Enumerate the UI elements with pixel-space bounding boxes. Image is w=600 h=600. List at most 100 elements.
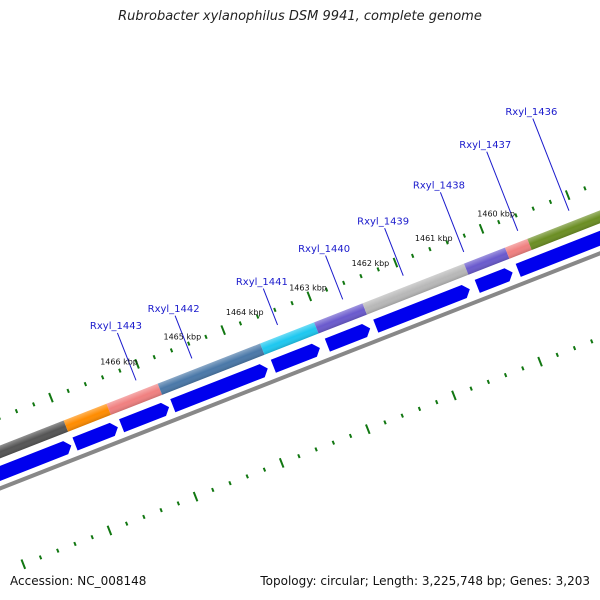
lower-tick <box>331 440 336 445</box>
lower-tick <box>503 372 508 378</box>
lower-tick <box>262 467 267 472</box>
segment-purple-2-shade <box>464 247 510 275</box>
lower-tick <box>159 507 163 513</box>
segment-pink-shade <box>106 383 163 415</box>
gene-leader-line <box>384 227 404 276</box>
gene-leader-line <box>532 118 570 211</box>
position-tick <box>392 257 399 268</box>
lower-tick <box>469 386 473 391</box>
gene-label: Rxyl_1437 <box>459 140 511 151</box>
gene-label: Rxyl_1436 <box>505 107 557 118</box>
cds-arrow <box>270 343 320 373</box>
lower-tick <box>106 525 113 536</box>
position-tick <box>83 381 88 387</box>
position-tick <box>462 233 466 238</box>
position-tick <box>290 300 294 306</box>
kbp-label: 1462 kbp <box>352 259 390 268</box>
position-tick <box>583 186 587 191</box>
position-tick <box>169 348 174 353</box>
lower-tick <box>400 413 404 418</box>
lower-tick <box>228 480 232 486</box>
kbp-label: 1464 kbp <box>226 308 264 317</box>
lower-tick <box>521 366 525 371</box>
lower-tick <box>365 424 371 435</box>
cds-arrow <box>119 402 170 433</box>
lower-tick <box>314 447 318 452</box>
position-tick <box>410 253 415 259</box>
position-tick <box>478 223 485 234</box>
kbp-label: 1466 kbp <box>100 357 138 366</box>
lower-tick <box>245 474 249 479</box>
cds-arrow <box>474 268 513 293</box>
lower-tick <box>590 339 594 344</box>
kbp-label: 1460 kbp <box>477 210 515 219</box>
lower-tick <box>20 559 27 570</box>
accession-text: Accession: NC_008148 <box>10 574 147 588</box>
gene-label: Rxyl_1441 <box>236 277 288 288</box>
segment-dark-gray-shade <box>0 420 69 460</box>
position-tick <box>220 325 226 336</box>
lower-tick <box>417 406 422 412</box>
gene-label: Rxyl_1442 <box>148 304 200 315</box>
position-tick <box>255 314 260 319</box>
lower-tick <box>211 487 215 493</box>
cds-arrow <box>72 422 118 451</box>
lower-tick <box>124 521 129 526</box>
gene-leader-line <box>325 255 344 300</box>
gene-leader-line <box>486 151 519 231</box>
lower-tick <box>486 379 491 385</box>
lower-tick <box>383 420 387 425</box>
lower-tick <box>142 514 146 520</box>
lower-tick <box>348 433 353 439</box>
position-tick <box>134 358 140 369</box>
lower-tick <box>278 457 285 468</box>
cds-arrow <box>515 201 600 277</box>
position-tick <box>187 341 191 346</box>
position-tick <box>445 240 449 245</box>
position-tick <box>564 190 571 201</box>
lower-tick <box>572 345 577 351</box>
gene-leader-line <box>439 192 465 253</box>
gene-label: Rxyl_1440 <box>298 244 350 255</box>
position-tick <box>548 199 553 205</box>
gene-label: Rxyl_1438 <box>413 181 465 192</box>
lower-tick <box>90 534 94 540</box>
lower-tick <box>192 491 199 502</box>
segment-orange-shade <box>63 403 111 432</box>
position-tick <box>514 213 518 218</box>
gene-leader-line <box>174 315 193 359</box>
position-tick <box>306 291 313 302</box>
lower-tick <box>176 501 180 506</box>
gene-label: Rxyl_1443 <box>90 321 142 332</box>
position-tick <box>32 402 36 407</box>
genome-backbone <box>0 220 600 495</box>
position-tick <box>376 267 380 272</box>
gene-leader-line <box>262 288 279 326</box>
position-tick <box>118 368 122 373</box>
lower-tick <box>56 548 60 553</box>
gene-leader-line <box>116 332 137 381</box>
segment-pink-2-shade <box>505 238 532 259</box>
position-tick <box>152 354 156 360</box>
position-tick <box>204 334 208 340</box>
segment-cyan-shade <box>260 322 319 355</box>
position-tick <box>273 307 277 313</box>
position-tick <box>14 408 19 414</box>
segment-steel-blue-shade <box>157 343 265 395</box>
genome-summary-text: Topology: circular; Length: 3,225,748 bp… <box>260 574 590 588</box>
lower-tick <box>38 555 43 560</box>
segment-purple-shade <box>314 303 367 334</box>
position-tick <box>48 392 54 403</box>
kbp-label: 1461 kbp <box>415 234 453 243</box>
position-tick <box>497 219 501 225</box>
position-tick <box>342 280 346 286</box>
lower-tick <box>451 390 457 401</box>
cds-arrow <box>170 364 268 413</box>
position-tick <box>324 287 329 292</box>
segment-olive-shade <box>527 181 600 250</box>
cds-arrow <box>373 284 470 333</box>
position-tick <box>100 375 105 380</box>
kbp-label: 1465 kbp <box>164 333 202 342</box>
position-tick <box>428 246 432 252</box>
